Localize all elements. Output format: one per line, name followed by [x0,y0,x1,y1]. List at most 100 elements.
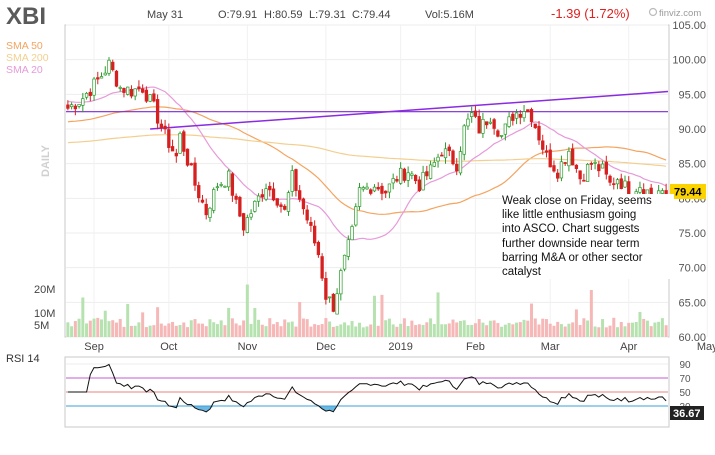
volume-tick-label: 5M [34,320,49,332]
volume-bar [144,327,148,337]
volume-tick-label: 10M [34,308,55,320]
volume-bar [114,322,118,337]
volume-bar [350,321,354,337]
volume-bar [331,326,335,337]
price-tick-label: 100.00 [672,55,706,67]
volume-bar [92,318,96,337]
rsi-last-marker: 36.67 [670,406,704,420]
volume-bar [81,297,85,337]
price-tick-label: 70.00 [678,263,706,275]
candle-body [234,195,238,200]
header: XBI May 31 O:79.91 H:80.59 L:79.31 C:79.… [6,3,701,30]
candle-body [320,256,324,279]
candle-body [208,207,212,218]
candle-body [152,93,156,102]
candle-body [129,88,134,97]
candle-body [387,183,392,193]
volume-bar [208,319,212,337]
volume-bar [473,323,477,337]
candle-body [369,189,373,194]
candle-body [443,148,448,159]
volume-bar [429,318,433,337]
annotation-line: Weak close on Friday, seems [502,195,652,207]
volume-bar [215,324,219,337]
candle-body [118,87,122,89]
volume-bar [421,324,425,337]
volume-bar [604,327,608,337]
volume-bar [458,320,462,337]
rsi-line [67,363,667,413]
volume-bar [586,320,590,337]
candle-body [604,161,608,175]
candle-body [563,162,567,164]
candle-body [241,213,246,231]
volume-bar [492,320,496,337]
candle-body [589,163,594,165]
candle-body [473,110,478,117]
volume-bar [122,326,126,337]
volume-bar [346,325,350,337]
candle-body [256,195,261,202]
volume-bar [526,320,530,337]
candle-body [155,99,160,124]
volume-bar [481,322,485,337]
candle-body [380,185,384,194]
candle-body [107,59,111,74]
volume-bar [126,303,130,337]
volume-bar [511,324,515,337]
candle-body [174,152,178,157]
header-high: H:80.59 [264,9,303,21]
date-tick-label: Oct [160,341,177,353]
candle-body [327,296,332,299]
candle-body [92,78,96,96]
candle-body [365,186,369,190]
price-tick-label: 90.00 [678,124,706,136]
candle-body [507,116,511,127]
candle-body [148,94,152,102]
price-tick-label: 75.00 [678,228,706,240]
candle-body [395,179,399,182]
volume-bar [451,319,455,337]
volume-bar [100,319,104,337]
volume-bar [395,326,399,337]
rsi-title: RSI 14 [6,353,40,365]
volume-bar [541,318,545,337]
volume-bar [387,318,391,337]
date-tick-label: Apr [620,341,637,353]
volume-bar [372,295,376,337]
date-tick-label: Nov [238,341,258,353]
candle-body [425,171,429,177]
volume-bar [107,321,111,337]
volume-bar [384,320,388,337]
volume-bar [544,319,548,337]
candle-body [402,168,407,181]
volume-bar [657,321,661,337]
candle-body [346,239,350,257]
candle-body [253,200,257,212]
volume-bar [167,323,171,337]
volume-bar [485,325,489,337]
legend: SMA 50 SMA 200 SMA 20 [6,40,49,76]
candle-body [84,93,89,98]
volume-bar [294,326,298,337]
candle-body [260,194,264,198]
volume-bar [414,325,418,337]
annotation-line: barring M&A or other sector [502,251,643,264]
candle-body [103,72,107,76]
volume-bar [227,307,231,337]
volume-bar [320,324,324,337]
trendline [150,90,669,130]
volume-bar [380,294,384,337]
volume-tick-label: 20M [34,284,55,296]
volume-bar [197,323,201,337]
volume-bar [152,325,156,337]
candle-body [350,226,354,241]
candle-body [398,167,403,184]
candle-body [114,70,119,87]
candle-body [357,187,362,207]
volume-bar [171,321,175,337]
volume-bar [537,324,541,337]
candle-body [223,185,227,188]
volume-bar [507,323,511,337]
volume-bar [219,320,223,337]
